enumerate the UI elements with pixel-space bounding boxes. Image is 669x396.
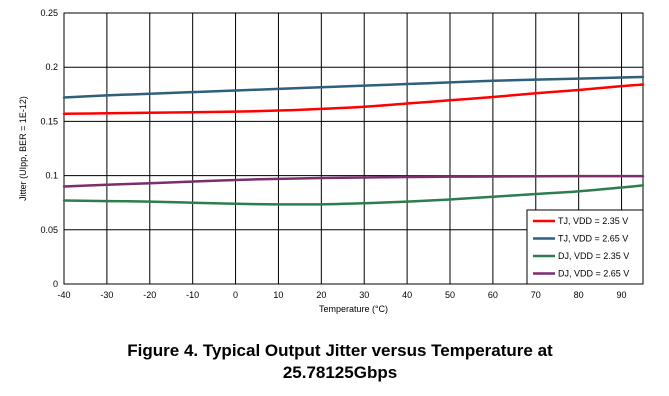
legend-box	[526, 209, 644, 285]
x-tick-label: 50	[445, 290, 455, 300]
x-tick-label: 80	[574, 290, 584, 300]
x-tick-label: -40	[57, 290, 70, 300]
x-tick-label: 70	[531, 290, 541, 300]
series-line-1	[62, 83, 645, 116]
y-axis-title: Jitter (UIpp, BER = 1E-12)	[18, 96, 28, 201]
y-tick-label: 0.1	[45, 171, 58, 181]
plot-area-frame	[63, 12, 644, 285]
x-tick-label: 90	[617, 290, 627, 300]
y-tick-label: 0.25	[40, 8, 58, 18]
legend-label-1: TJ, VDD = 2.35 V	[558, 216, 628, 226]
y-tick-label: 0.2	[45, 62, 58, 72]
series-line-4	[62, 174, 645, 188]
x-tick-label: 20	[316, 290, 326, 300]
y-tick-label: 0.15	[40, 116, 58, 126]
jitter-chart: -40 -30 -20 -10 0 10 20 30 40 50 60 70 80 90 0 0.05 0.1…	[18, 8, 645, 314]
y-tick-label: 0	[53, 279, 58, 289]
series-line-2	[62, 75, 645, 99]
figure-caption: Figure 4. Typical Output Jitter versus T…	[60, 340, 620, 384]
y-axis-tick-labels: 0 0.05 0.1 0.15 0.2 0.25	[40, 8, 58, 289]
x-tick-label: -30	[100, 290, 113, 300]
series-line-3	[62, 184, 645, 206]
x-axis-tick-labels: -40 -30 -20 -10 0 10 20 30 40 50 60 70 80 90	[57, 290, 626, 300]
x-tick-label: -10	[186, 290, 199, 300]
legend: TJ, VDD = 2.35 V TJ, VDD = 2.65 V DJ, VDD …	[526, 209, 644, 285]
caption-line-1: Figure 4. Typical Output Jitter versus T…	[127, 341, 553, 360]
x-tick-label: 10	[273, 290, 283, 300]
series-lines	[62, 75, 645, 206]
x-tick-label: 0	[233, 290, 238, 300]
x-tick-label: 60	[488, 290, 498, 300]
x-tick-label: -20	[143, 290, 156, 300]
legend-label-4: DJ, VDD = 2.65 V	[558, 269, 629, 279]
x-axis-title: Temperature (°C)	[319, 304, 388, 314]
caption-line-2: 25.78125Gbps	[282, 363, 398, 382]
x-tick-label: 40	[402, 290, 412, 300]
x-tick-label: 30	[359, 290, 369, 300]
y-tick-label: 0.05	[40, 225, 58, 235]
legend-label-2: TJ, VDD = 2.65 V	[558, 234, 628, 244]
legend-label-3: DJ, VDD = 2.35 V	[558, 251, 629, 261]
